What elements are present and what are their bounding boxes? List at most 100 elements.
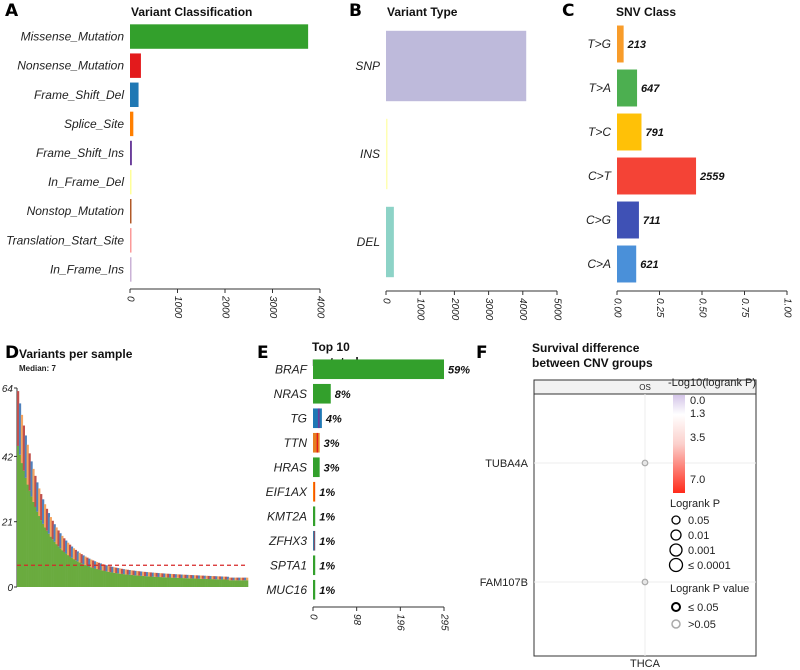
chart-d-bar-segment	[246, 577, 249, 581]
legend-color-value: 7.0	[690, 474, 705, 486]
chart-d-bar	[92, 567, 95, 587]
chart-d-bar-segment	[20, 414, 24, 464]
chart-a-category-label: Translation_Start_Site	[6, 233, 124, 247]
chart-d-bar-segment	[132, 570, 135, 576]
legend-color-title: -Log10(logrank P)	[668, 377, 756, 389]
chart-e-value-label: 1%	[319, 585, 335, 597]
chart-d-median: Median: 7	[19, 364, 56, 373]
chart-c-value-label: 2559	[699, 171, 725, 183]
chart-d-bar	[151, 576, 154, 587]
chart-d-bar-segment	[234, 577, 237, 581]
chart-d-bar	[126, 574, 129, 587]
chart-d-bar-segment	[49, 517, 52, 537]
chart-d-bar-segment	[43, 504, 47, 528]
chart-b-x-tick-label: 1000	[415, 298, 426, 321]
chart-d-bar	[184, 578, 187, 587]
chart-d-bar	[17, 445, 20, 587]
chart-d-bar-segment	[221, 576, 224, 580]
chart-d-bar	[113, 572, 116, 587]
chart-d-bar	[172, 577, 176, 587]
chart-a-x-tick-label: 4000	[314, 296, 325, 319]
chart-d-bar	[124, 574, 128, 587]
chart-d-bar-segment	[232, 577, 235, 581]
chart-d-y-tick-label: 21	[1, 518, 13, 529]
chart-c-value-label: 791	[645, 127, 663, 139]
chart-e-bar	[313, 579, 316, 600]
chart-d-bar-segment	[53, 524, 56, 542]
chart-d-bar	[86, 565, 89, 587]
chart-d-bar	[238, 580, 241, 587]
panel-label-d: D	[5, 343, 19, 363]
chart-d-bar-segment	[88, 558, 91, 567]
chart-d-bar-segment	[67, 542, 70, 556]
chart-a-bar	[130, 53, 141, 78]
chart-c-title: SNV Class	[616, 5, 676, 19]
chart-a-category-label: Nonstop_Mutation	[27, 204, 125, 218]
chart-d-bar-segment	[163, 573, 166, 578]
chart-d-bar	[136, 575, 139, 587]
chart-e-x-tick-label: 295	[438, 613, 449, 631]
legend-size-value: 0.001	[688, 545, 716, 557]
legend-color-bar	[673, 395, 685, 493]
chart-c-category-label: C>A	[587, 257, 611, 271]
chart-c-x-tick-label: 0.50	[696, 298, 707, 318]
chart-d-bar-segment	[230, 577, 233, 581]
chart-d-bar-segment	[80, 554, 83, 564]
chart-d-bar	[130, 574, 133, 587]
chart-d-bar	[72, 559, 76, 587]
chart-c-category-label: C>G	[586, 213, 611, 227]
chart-d-bar	[55, 544, 58, 587]
legend-size-circle	[669, 543, 683, 557]
chart-d-bar-segment	[70, 546, 74, 558]
chart-d-bar-segment	[76, 551, 79, 562]
chart-e-category-label: EIF1AX	[266, 485, 308, 499]
chart-d-bar	[211, 579, 214, 587]
chart-f-x-label: THCA	[630, 658, 661, 670]
chart-d-bar-segment	[119, 568, 122, 574]
chart-e-category-label: BRAF	[275, 362, 308, 376]
chart-d-bar	[24, 477, 27, 587]
chart-e-category-label: MUC16	[266, 583, 307, 597]
chart-c-bar	[617, 157, 697, 195]
chart-d-y-tick-label: 42	[2, 452, 14, 463]
chart-d-bar-segment	[65, 540, 68, 554]
chart-a-category-label: Nonsense_Mutation	[17, 59, 124, 73]
chart-d-bar-segment	[68, 544, 72, 557]
chart-d-bar	[122, 574, 126, 587]
chart-d-bar	[53, 541, 56, 587]
chart-e-value-label: 3%	[324, 438, 340, 450]
chart-d-bar	[180, 578, 183, 587]
chart-d-bar	[221, 579, 224, 587]
chart-d-bar	[36, 511, 39, 587]
chart-d-bar	[94, 568, 97, 587]
chart-e-value-label: 1%	[319, 487, 335, 499]
chart-d-bar	[45, 530, 49, 587]
chart-d-bar-segment	[205, 575, 208, 579]
chart-d: 0 21 42 64	[1, 384, 249, 594]
chart-a-bar	[130, 82, 139, 108]
chart-d-bar-segment	[136, 571, 139, 576]
legend-size-circle	[671, 515, 681, 525]
chart-d-bar-segment	[128, 570, 131, 575]
chart-d-bar-segment	[186, 574, 189, 579]
chart-d-bar	[196, 578, 199, 587]
chart-d-bar-segment	[51, 520, 54, 540]
chart-c-category-label: T>G	[587, 37, 611, 51]
chart-c-value-label: 711	[643, 215, 661, 227]
chart-d-bar	[176, 577, 179, 587]
chart-b-bar	[386, 206, 394, 278]
chart-d-bar	[159, 577, 162, 587]
chart-f-gene-label: FAM107B	[480, 577, 528, 589]
chart-d-bar	[197, 578, 201, 587]
chart-d-bar	[205, 578, 208, 587]
chart-a-x-tick-label: 0	[124, 296, 135, 302]
chart-d-bar	[99, 570, 102, 587]
chart-d-bar	[115, 573, 118, 587]
chart-e-value-label: 4%	[325, 413, 342, 425]
chart-d-bar	[20, 463, 24, 587]
chart-d-bar	[134, 575, 137, 587]
chart-d-bar-segment	[171, 573, 174, 578]
chart-d-bar-segment	[138, 571, 141, 576]
chart-d-bar	[161, 577, 164, 587]
chart-d-bar-segment	[113, 567, 116, 573]
